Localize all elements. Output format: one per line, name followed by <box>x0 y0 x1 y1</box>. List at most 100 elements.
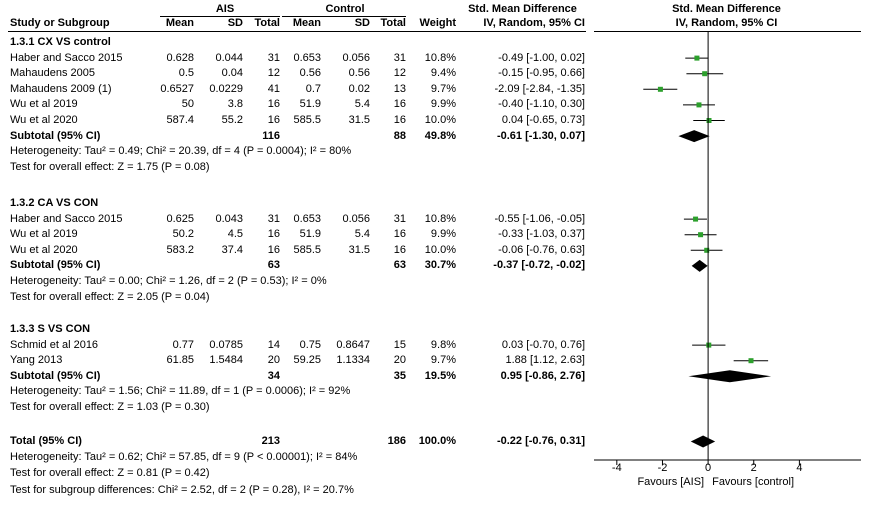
plot-header-rule <box>594 31 861 32</box>
subtotal-ci: -0.37 [-0.72, -0.02] <box>493 259 585 272</box>
subtotal-n2: 88 <box>393 129 406 142</box>
study-mean2: 51.9 <box>299 228 321 241</box>
plot-ci-header: IV, Random, 95% CI <box>675 17 778 29</box>
study-mean2: 51.9 <box>299 98 321 111</box>
study-sd1: 55.2 <box>221 114 243 126</box>
study-n2: 16 <box>393 98 406 111</box>
study-name: Schmid et al 2016 <box>10 338 99 351</box>
study-mean1: 0.628 <box>166 51 194 64</box>
study-mean2: 0.75 <box>299 338 321 351</box>
study-n1: 31 <box>267 51 280 64</box>
group1-label: AIS <box>215 3 235 15</box>
favours-right-label: Favours [control] <box>712 476 795 488</box>
col-sd1: SD <box>227 17 243 29</box>
study-ci: -0.49 [-1.00, 0.02] <box>498 51 585 64</box>
total-ci: -0.22 [-0.76, 0.31] <box>496 435 585 447</box>
x-tick-label: 4 <box>796 462 803 474</box>
study-marker-6 <box>698 232 704 238</box>
study-marker-4 <box>706 118 712 123</box>
study-n2: 31 <box>393 51 406 64</box>
study-sd2: 0.056 <box>342 212 370 225</box>
study-sd1: 0.0785 <box>209 338 243 351</box>
subtotal-n1: 116 <box>262 129 280 142</box>
col-total2: Total <box>380 17 406 29</box>
overall-effect-text: Test for overall effect: Z = 1.75 (P = 0… <box>10 160 210 173</box>
study-name: Haber and Sacco 2015 <box>10 51 123 64</box>
study-ci: 1.88 [1.12, 2.63] <box>505 354 585 367</box>
subtotal-diamond-1 <box>691 259 708 272</box>
study-sd2: 0.056 <box>342 51 370 64</box>
heterogeneity-text: Heterogeneity: Tau² = 1.56; Chi² = 11.89… <box>10 385 351 398</box>
study-weight: 9.9% <box>430 98 456 111</box>
study-ci: -2.09 [-2.84, -1.35] <box>494 82 586 95</box>
study-marker-5 <box>693 216 699 222</box>
study-ci: -0.33 [-1.03, 0.37] <box>498 228 585 241</box>
study-weight: 9.4% <box>430 67 456 80</box>
total-n2: 186 <box>387 435 406 447</box>
study-sd1: 0.0229 <box>209 82 243 95</box>
study-mean1: 0.6527 <box>160 82 194 95</box>
heterogeneity-text: Heterogeneity: Tau² = 0.49; Chi² = 20.39… <box>10 145 352 158</box>
study-marker-0 <box>694 55 700 61</box>
study-sd2: 5.4 <box>354 98 370 111</box>
study-sd2: 0.02 <box>348 82 370 95</box>
heterogeneity-text: Heterogeneity: Tau² = 0.00; Chi² = 1.26,… <box>10 275 327 287</box>
study-sd2: 1.1334 <box>336 354 370 367</box>
study-mean1: 587.4 <box>166 114 194 126</box>
study-ci: -0.55 [-1.06, -0.05] <box>494 212 586 225</box>
study-n1: 16 <box>267 98 280 111</box>
study-sd1: 0.044 <box>215 51 243 64</box>
study-sd2: 31.5 <box>348 114 370 126</box>
study-mean1: 0.5 <box>178 67 194 80</box>
group2-underline <box>282 16 406 17</box>
total-heterogeneity: Heterogeneity: Tau² = 0.62; Chi² = 57.85… <box>10 451 358 463</box>
study-sd2: 31.5 <box>348 243 370 256</box>
study-marker-2 <box>657 86 663 92</box>
study-ci: -0.06 [-0.76, 0.63] <box>498 243 585 256</box>
study-name: Yang 2013 <box>10 354 63 367</box>
study-name: Wu et al 2020 <box>10 243 78 256</box>
study-n2: 16 <box>393 114 406 126</box>
study-n2: 15 <box>393 338 406 351</box>
subtotal-ci: 0.95 [-0.86, 2.76] <box>500 369 585 382</box>
subtotal-n1: 63 <box>267 259 280 272</box>
subtotal-label: Subtotal (95% CI) <box>10 369 101 382</box>
study-marker-3 <box>696 102 702 108</box>
study-marker-9 <box>748 358 754 364</box>
study-n2: 13 <box>393 82 406 95</box>
total-diamond <box>690 435 716 448</box>
study-weight: 9.7% <box>430 82 456 95</box>
study-weight: 9.8% <box>430 338 456 351</box>
subgroup-title: 1.3.1 CX VS control <box>10 36 111 48</box>
x-tick-label: 2 <box>750 462 757 474</box>
study-n2: 16 <box>393 228 406 241</box>
col-total1: Total <box>254 17 280 29</box>
subtotal-diamond-2 <box>688 370 772 383</box>
study-mean1: 583.2 <box>166 243 194 256</box>
study-mean2: 0.653 <box>293 212 321 225</box>
col-mean2: Mean <box>292 17 321 29</box>
study-sd2: 5.4 <box>354 228 370 241</box>
study-mean2: 0.653 <box>293 51 321 64</box>
total-label: Total (95% CI) <box>10 435 82 447</box>
study-sd1: 1.5484 <box>209 354 243 367</box>
subgroup-differences: Test for subgroup differences: Chi² = 2.… <box>10 484 354 496</box>
study-n1: 16 <box>267 243 280 256</box>
subtotal-weight: 30.7% <box>424 259 456 272</box>
overall-effect-text: Test for overall effect: Z = 2.05 (P = 0… <box>10 290 210 303</box>
study-n2: 12 <box>393 67 406 80</box>
total-n1: 213 <box>261 435 280 447</box>
study-n1: 12 <box>267 67 280 80</box>
study-name: Mahaudens 2005 <box>10 67 96 80</box>
study-ci: 0.04 [-0.65, 0.73] <box>501 114 585 126</box>
plot-title: Std. Mean Difference <box>672 3 781 15</box>
col-study: Study or Subgroup <box>10 17 110 29</box>
group2-label: Control <box>325 3 365 15</box>
study-weight: 9.7% <box>430 354 456 367</box>
study-n1: 16 <box>267 114 280 126</box>
subtotal-diamond-0 <box>678 130 710 143</box>
subtotal-n2: 35 <box>393 369 406 382</box>
subgroup-title: 1.3.2 CA VS CON <box>10 197 99 209</box>
